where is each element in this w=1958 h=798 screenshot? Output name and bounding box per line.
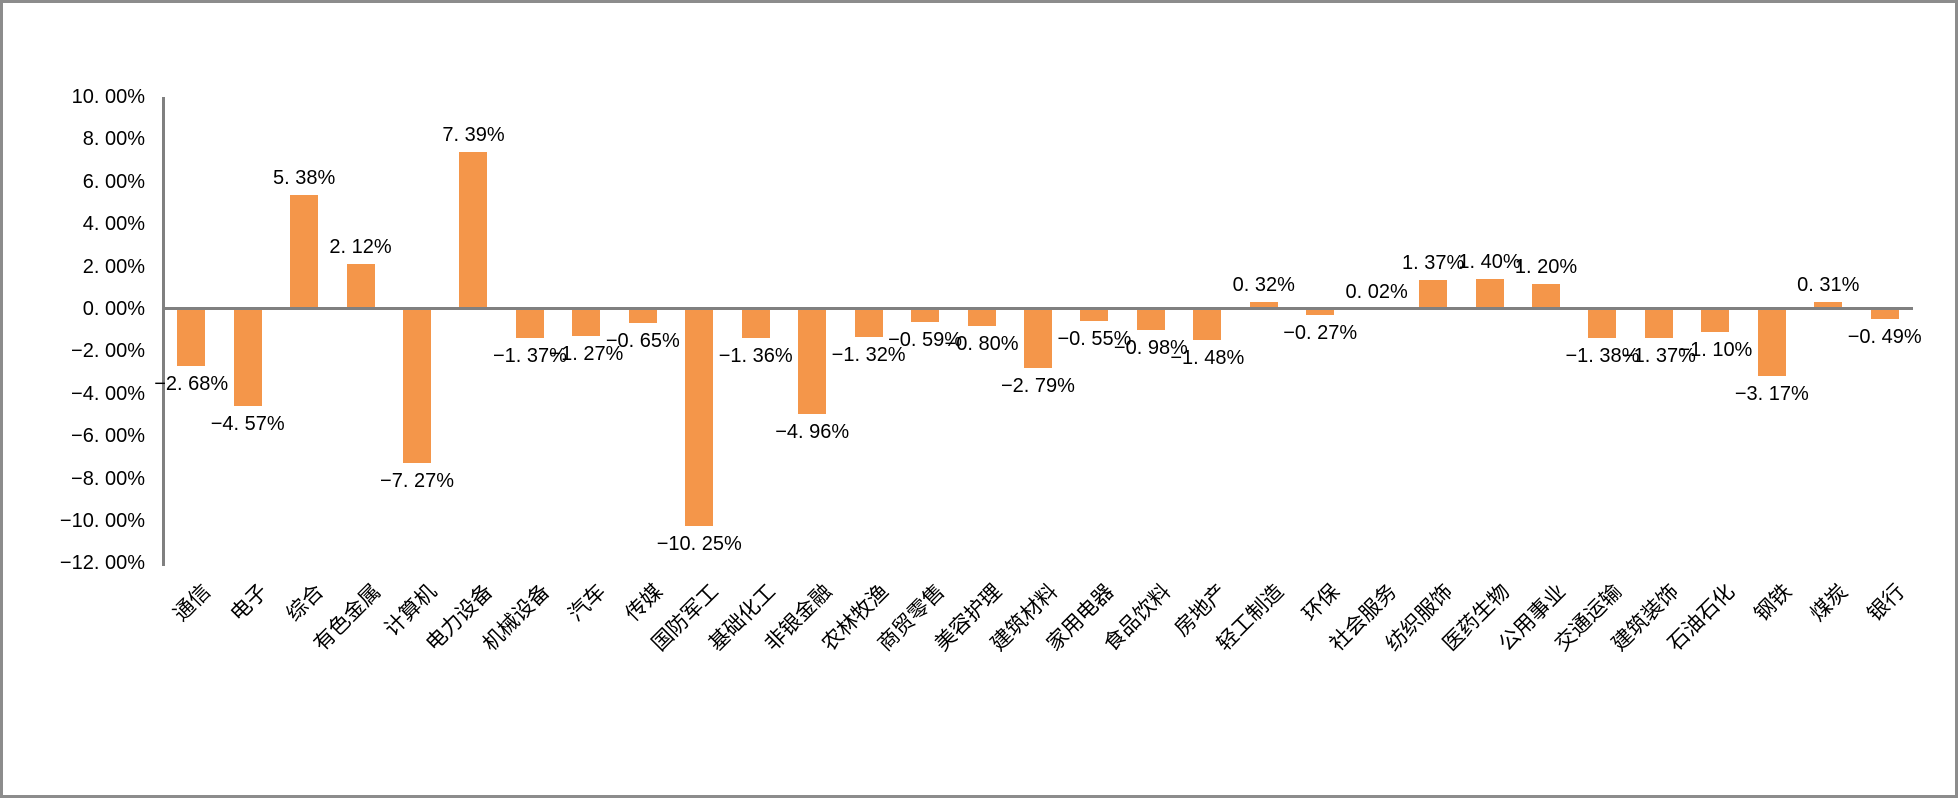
x-axis-zero-line bbox=[162, 307, 1913, 310]
data-label: −0. 49% bbox=[1847, 326, 1922, 349]
y-axis-line bbox=[162, 97, 165, 566]
data-label: −0. 80% bbox=[944, 332, 1019, 355]
data-label: −0. 65% bbox=[605, 329, 680, 352]
x-category-label: 综合 bbox=[282, 580, 329, 626]
data-label: −7. 27% bbox=[380, 470, 454, 493]
bar bbox=[403, 309, 432, 464]
bar bbox=[1249, 302, 1278, 309]
data-label: −0. 55% bbox=[1057, 327, 1132, 350]
data-label: −1. 10% bbox=[1678, 339, 1753, 362]
bar bbox=[1023, 309, 1052, 369]
data-label: 1. 37% bbox=[1401, 251, 1465, 274]
data-label: −1. 37% bbox=[492, 345, 567, 368]
y-tick-label: −4. 00% bbox=[71, 382, 145, 405]
bar bbox=[1870, 309, 1899, 320]
bar bbox=[1136, 309, 1165, 330]
x-category-label: 环保 bbox=[1298, 580, 1345, 626]
bar bbox=[1306, 309, 1335, 315]
data-label: −1. 38% bbox=[1565, 345, 1640, 368]
bar bbox=[1644, 309, 1673, 339]
y-tick-label: −6. 00% bbox=[71, 425, 145, 448]
bar bbox=[1080, 309, 1109, 321]
y-tick-label: −12. 00% bbox=[59, 552, 145, 575]
bar bbox=[854, 309, 883, 337]
bar bbox=[177, 309, 206, 366]
x-category-label: 电子 bbox=[225, 580, 272, 626]
data-label: 0. 02% bbox=[1345, 280, 1408, 303]
bar bbox=[1532, 283, 1561, 309]
bar bbox=[1757, 309, 1786, 377]
x-category-label: 银行 bbox=[1863, 580, 1909, 626]
y-tick-label: 6. 00% bbox=[82, 170, 145, 193]
data-label: −0. 27% bbox=[1283, 321, 1358, 344]
data-label: 0. 31% bbox=[1797, 274, 1860, 297]
data-label: 0. 32% bbox=[1232, 274, 1295, 297]
y-tick-label: 0. 00% bbox=[82, 298, 145, 320]
data-label: −4. 96% bbox=[775, 421, 850, 444]
data-label: −1. 37% bbox=[1621, 345, 1696, 368]
y-tick-label: 2. 00% bbox=[82, 255, 145, 278]
bar bbox=[741, 309, 770, 338]
x-category-label: 钢铁 bbox=[1750, 580, 1797, 626]
bar bbox=[290, 194, 319, 309]
data-label: −3. 17% bbox=[1734, 383, 1809, 406]
y-tick-label: 10. 00% bbox=[71, 86, 145, 108]
data-label: −0. 59% bbox=[888, 328, 963, 351]
data-label: 7. 39% bbox=[442, 124, 505, 147]
bar bbox=[1475, 279, 1504, 309]
x-category-label: 汽车 bbox=[564, 580, 611, 626]
data-label: −1. 27% bbox=[549, 342, 624, 365]
bar bbox=[967, 309, 996, 326]
data-label: −10. 25% bbox=[656, 533, 742, 556]
y-tick-label: −10. 00% bbox=[59, 510, 145, 532]
data-label: 2. 12% bbox=[329, 236, 392, 259]
data-label: −4. 57% bbox=[210, 412, 285, 435]
bar bbox=[233, 309, 262, 406]
bar bbox=[459, 152, 488, 309]
data-label: 1. 20% bbox=[1514, 255, 1578, 278]
data-label: −2. 68% bbox=[154, 372, 229, 395]
y-tick-label: 4. 00% bbox=[82, 213, 145, 236]
data-label: −1. 32% bbox=[831, 343, 906, 366]
bar bbox=[572, 309, 601, 336]
x-category-label: 通信 bbox=[169, 580, 216, 626]
x-category-label: 传媒 bbox=[621, 580, 668, 626]
y-tick-label: −8. 00% bbox=[71, 467, 145, 490]
bar bbox=[1701, 309, 1730, 333]
y-tick-label: 8. 00% bbox=[82, 128, 145, 151]
data-label: −1. 48% bbox=[1170, 347, 1245, 370]
bar bbox=[685, 309, 714, 527]
data-label: −2. 79% bbox=[1000, 375, 1075, 398]
bar bbox=[1588, 309, 1617, 339]
data-label: −0. 98% bbox=[1113, 336, 1188, 359]
data-label: 5. 38% bbox=[272, 166, 336, 189]
bar bbox=[346, 264, 375, 309]
bar bbox=[798, 309, 827, 415]
data-label: 1. 40% bbox=[1458, 251, 1521, 274]
bar bbox=[911, 309, 940, 322]
bar bbox=[1814, 302, 1843, 309]
bar bbox=[1193, 309, 1222, 341]
y-tick-label: −2. 00% bbox=[71, 340, 145, 363]
data-label: −1. 36% bbox=[718, 344, 793, 367]
bar bbox=[628, 309, 657, 323]
bar bbox=[1419, 279, 1448, 309]
bar bbox=[515, 309, 544, 339]
x-category-label: 煤炭 bbox=[1806, 580, 1853, 626]
